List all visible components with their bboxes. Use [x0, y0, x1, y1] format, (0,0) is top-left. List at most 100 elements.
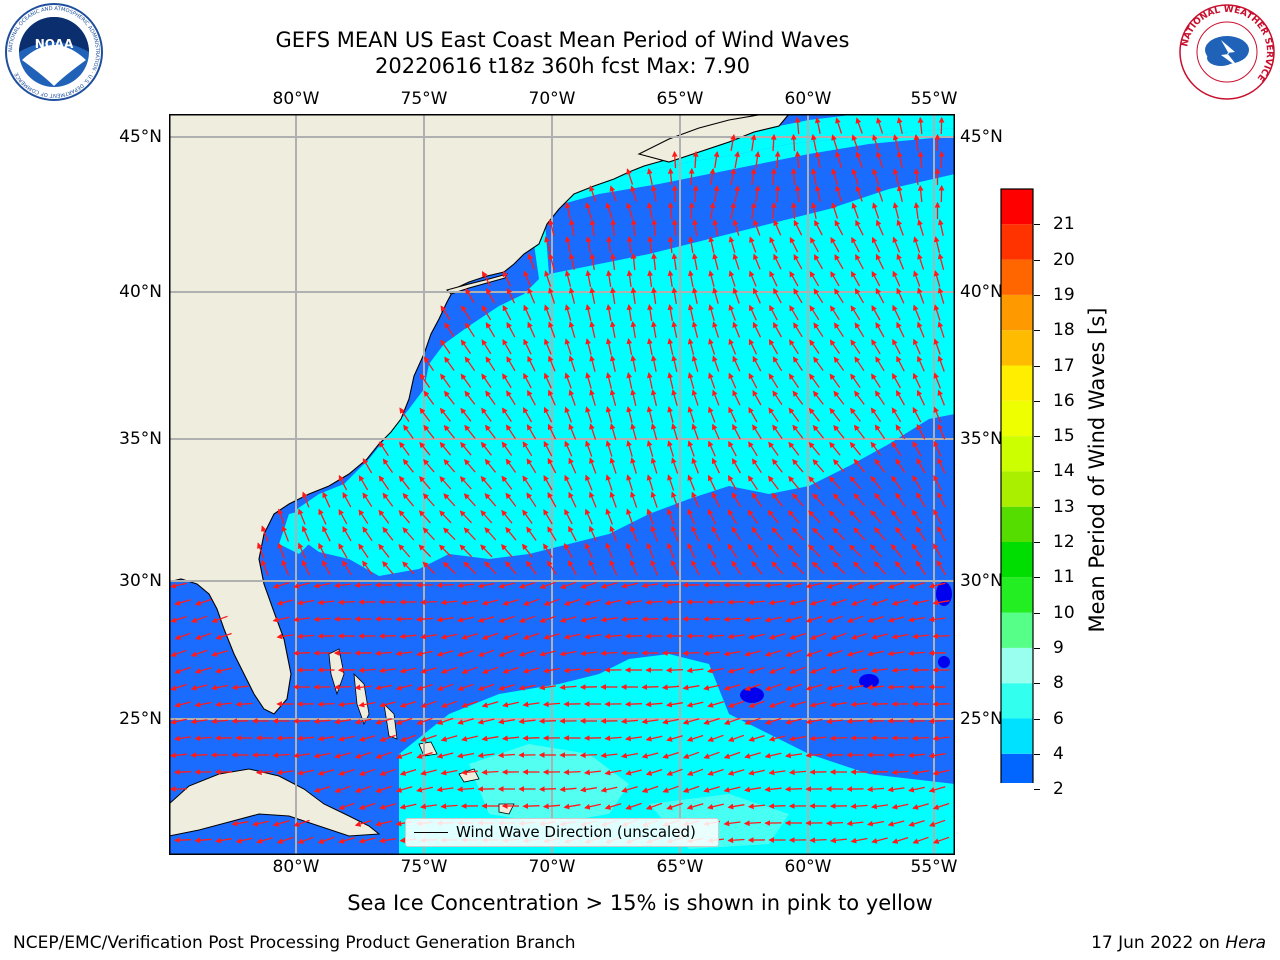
footer-right: 17 Jun 2022 on Hera — [1091, 933, 1266, 953]
wave-direction-arrow — [358, 543, 369, 558]
wave-direction-arrow — [317, 735, 335, 742]
wave-direction-arrow — [398, 544, 411, 558]
wave-direction-arrow — [272, 616, 290, 623]
wave-direction-arrow — [261, 559, 269, 576]
wave-direction-arrow — [375, 751, 392, 759]
wave-direction-arrow — [747, 543, 759, 558]
wave-direction-arrow — [814, 117, 821, 134]
wave-direction-arrow — [667, 269, 674, 287]
wave-direction-arrow — [568, 457, 577, 474]
wave-direction-arrow — [846, 581, 864, 589]
wave-direction-arrow — [518, 581, 536, 589]
colorbar-segment — [1001, 718, 1033, 754]
wave-direction-arrow — [732, 253, 740, 270]
wave-direction-arrow — [708, 304, 715, 321]
wave-direction-arrow — [544, 236, 551, 253]
wave-direction-arrow — [687, 304, 694, 321]
wave-direction-arrow — [395, 786, 413, 793]
wave-direction-arrow — [338, 837, 355, 844]
wave-direction-arrow — [423, 390, 435, 405]
wave-direction-arrow — [912, 803, 929, 810]
wave-direction-arrow — [460, 407, 472, 422]
wave-direction-arrow — [522, 475, 533, 491]
wave-direction-arrow — [645, 701, 663, 708]
wave-direction-arrow — [609, 559, 618, 576]
wave-direction-arrow — [630, 252, 637, 271]
wave-direction-arrow — [378, 543, 390, 558]
wave-direction-arrow — [501, 475, 513, 490]
wave-direction-arrow — [890, 509, 902, 524]
wave-direction-arrow — [849, 510, 862, 524]
wave-direction-arrow — [682, 785, 700, 793]
wave-direction-arrow — [850, 373, 861, 388]
colorbar-tick-mark — [1034, 647, 1040, 649]
wave-direction-arrow — [937, 525, 946, 542]
wave-direction-arrow — [730, 201, 736, 220]
wave-direction-arrow — [481, 373, 492, 388]
colorbar-tick-label: 21 — [1053, 214, 1075, 235]
wave-direction-arrow — [793, 253, 803, 270]
wave-direction-arrow — [610, 252, 616, 270]
wave-direction-arrow — [895, 458, 906, 474]
min-patch — [740, 687, 764, 703]
wave-direction-arrow — [399, 441, 410, 456]
wave-direction-arrow — [708, 270, 715, 287]
wave-direction-arrow — [784, 582, 803, 589]
wave-direction-arrow — [854, 322, 865, 338]
colorbar-frame — [1000, 188, 1034, 783]
wave-direction-arrow — [465, 322, 475, 338]
wave-direction-arrow — [626, 372, 633, 389]
wave-direction-arrow — [272, 820, 290, 827]
wave-direction-arrow — [626, 508, 634, 525]
wave-direction-arrow — [464, 356, 476, 371]
wave-direction-arrow — [750, 133, 757, 151]
wave-direction-arrow — [650, 185, 657, 202]
wave-direction-arrow — [712, 219, 719, 236]
wave-direction-arrow — [789, 666, 806, 674]
wave-direction-arrow — [682, 650, 700, 657]
wave-direction-arrow — [626, 440, 633, 457]
wave-direction-arrow — [481, 339, 492, 355]
wave-direction-arrow — [194, 632, 212, 640]
wave-direction-arrow — [419, 633, 438, 640]
wave-direction-arrow — [828, 476, 841, 490]
wave-direction-arrow — [190, 752, 208, 759]
wave-direction-arrow — [708, 406, 716, 423]
wave-direction-arrow — [399, 407, 410, 422]
wave-direction-arrow — [774, 184, 781, 203]
wave-direction-arrow — [748, 769, 765, 776]
wave-direction-arrow — [771, 458, 783, 473]
wave-direction-arrow — [732, 423, 741, 440]
wave-direction-arrow — [436, 650, 454, 657]
wave-direction-arrow — [604, 633, 622, 640]
wave-direction-arrow — [589, 457, 597, 474]
wave-direction-arrow — [296, 633, 315, 640]
wave-direction-arrow — [542, 701, 561, 708]
wave-direction-arrow — [688, 167, 695, 186]
wave-direction-arrow — [403, 424, 414, 439]
wave-direction-arrow — [580, 616, 597, 623]
wave-direction-arrow — [747, 599, 766, 606]
wave-direction-arrow — [395, 717, 413, 725]
colorbar-tick-label: 8 — [1053, 673, 1064, 694]
wave-direction-arrow — [813, 254, 824, 270]
wave-direction-arrow — [480, 441, 492, 456]
wave-direction-arrow — [872, 134, 880, 151]
wave-direction-arrow — [563, 803, 581, 810]
wave-direction-arrow — [928, 819, 946, 827]
wave-direction-arrow — [548, 321, 556, 338]
legend-line-sample — [414, 832, 448, 833]
wave-direction-arrow — [712, 355, 720, 372]
wave-direction-arrow — [749, 270, 757, 287]
wave-direction-arrow — [708, 236, 715, 253]
wave-direction-arrow — [526, 458, 537, 474]
wave-direction-arrow — [792, 493, 804, 507]
wave-direction-arrow — [502, 338, 512, 355]
wave-direction-arrow — [748, 372, 758, 389]
wave-direction-arrow — [712, 253, 719, 270]
wave-direction-arrow — [481, 666, 499, 674]
lon-label-top: 60°W — [784, 89, 832, 109]
wave-direction-arrow — [419, 803, 437, 810]
wave-direction-arrow — [630, 286, 637, 304]
wave-direction-arrow — [416, 751, 433, 759]
